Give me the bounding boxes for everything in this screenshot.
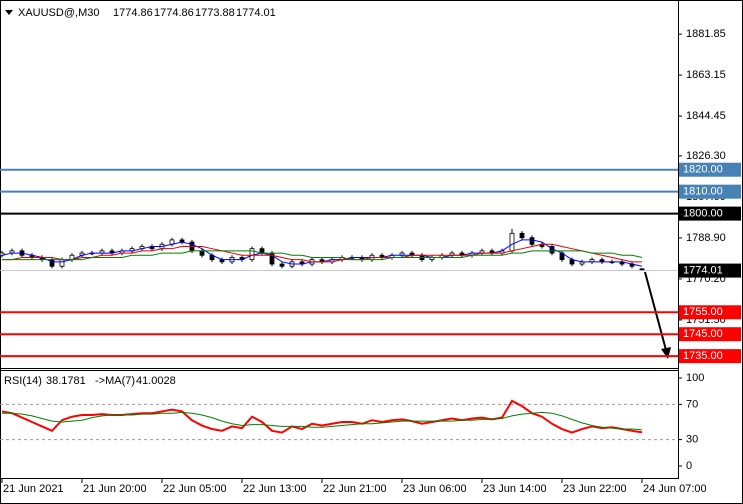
y-tick-label: 100 bbox=[686, 372, 704, 384]
header-low: 1773.88 bbox=[195, 7, 235, 19]
level-label: 1800.00 bbox=[683, 207, 723, 219]
x-tick-label: 22 Jun 05:00 bbox=[163, 483, 227, 495]
y-tick-label: 1863.15 bbox=[686, 69, 726, 81]
candle-body bbox=[249, 248, 255, 261]
x-tick-label: 21 Jun 2021 bbox=[3, 483, 64, 495]
x-tick-label: 24 Jun 07:00 bbox=[643, 483, 707, 495]
level-label: 1810.00 bbox=[683, 186, 723, 198]
header-high: 1774.86 bbox=[154, 7, 194, 19]
x-tick-label: 21 Jun 20:00 bbox=[83, 483, 147, 495]
y-tick-label: 30 bbox=[686, 434, 698, 446]
candle-body bbox=[0, 252, 5, 256]
indicator-line bbox=[2, 250, 643, 261]
header-open: 1774.86 bbox=[113, 7, 153, 19]
indicator-line bbox=[2, 243, 642, 263]
rsi-ma-title: ->MA(7) bbox=[95, 375, 135, 387]
indicator-line bbox=[1, 399, 643, 434]
level-tag bbox=[679, 206, 741, 221]
candle-body bbox=[519, 232, 525, 239]
last-price-label: 1774.01 bbox=[683, 264, 723, 276]
level-tag bbox=[679, 305, 741, 320]
level-label: 1735.00 bbox=[683, 350, 723, 362]
y-tick-label: 70 bbox=[686, 398, 698, 410]
candle-body bbox=[529, 237, 535, 245]
candle-body bbox=[49, 259, 55, 267]
level-label: 1755.00 bbox=[683, 306, 723, 318]
x-tick-label: 23 Jun 14:00 bbox=[483, 483, 547, 495]
candle-body bbox=[199, 250, 205, 256]
indicator-line bbox=[2, 411, 643, 431]
candle-body bbox=[279, 263, 285, 267]
symbol: XAUUSD@,M30 bbox=[18, 7, 99, 19]
y-tick-label: 1788.90 bbox=[686, 232, 726, 244]
y-tick-label: 1844.45 bbox=[686, 110, 726, 122]
y-tick-label: 1881.85 bbox=[686, 28, 726, 40]
menu-triangle[interactable] bbox=[5, 10, 13, 15]
rsi-title: RSI(14) bbox=[4, 375, 42, 387]
x-tick-label: 22 Jun 13:00 bbox=[243, 483, 307, 495]
x-tick-label: 23 Jun 06:00 bbox=[403, 483, 467, 495]
level-tag bbox=[679, 162, 741, 177]
x-tick-label: 23 Jun 22:00 bbox=[563, 483, 627, 495]
level-tag bbox=[679, 184, 741, 199]
level-tag bbox=[679, 327, 741, 342]
level-label: 1745.00 bbox=[683, 328, 723, 340]
level-label: 1820.00 bbox=[683, 164, 723, 176]
candle-body bbox=[509, 232, 515, 252]
header-close: 1774.01 bbox=[236, 7, 276, 19]
rsi-value: 38.1781 bbox=[46, 375, 86, 387]
rsi-ma-value: 41.0028 bbox=[136, 375, 176, 387]
level-tag bbox=[679, 349, 741, 364]
y-tick-label: 1826.30 bbox=[686, 150, 726, 162]
y-tick-label: 0 bbox=[686, 460, 692, 472]
last-price-tag bbox=[679, 263, 741, 278]
candle-body bbox=[59, 259, 65, 267]
x-tick-label: 22 Jun 21:00 bbox=[323, 483, 387, 495]
